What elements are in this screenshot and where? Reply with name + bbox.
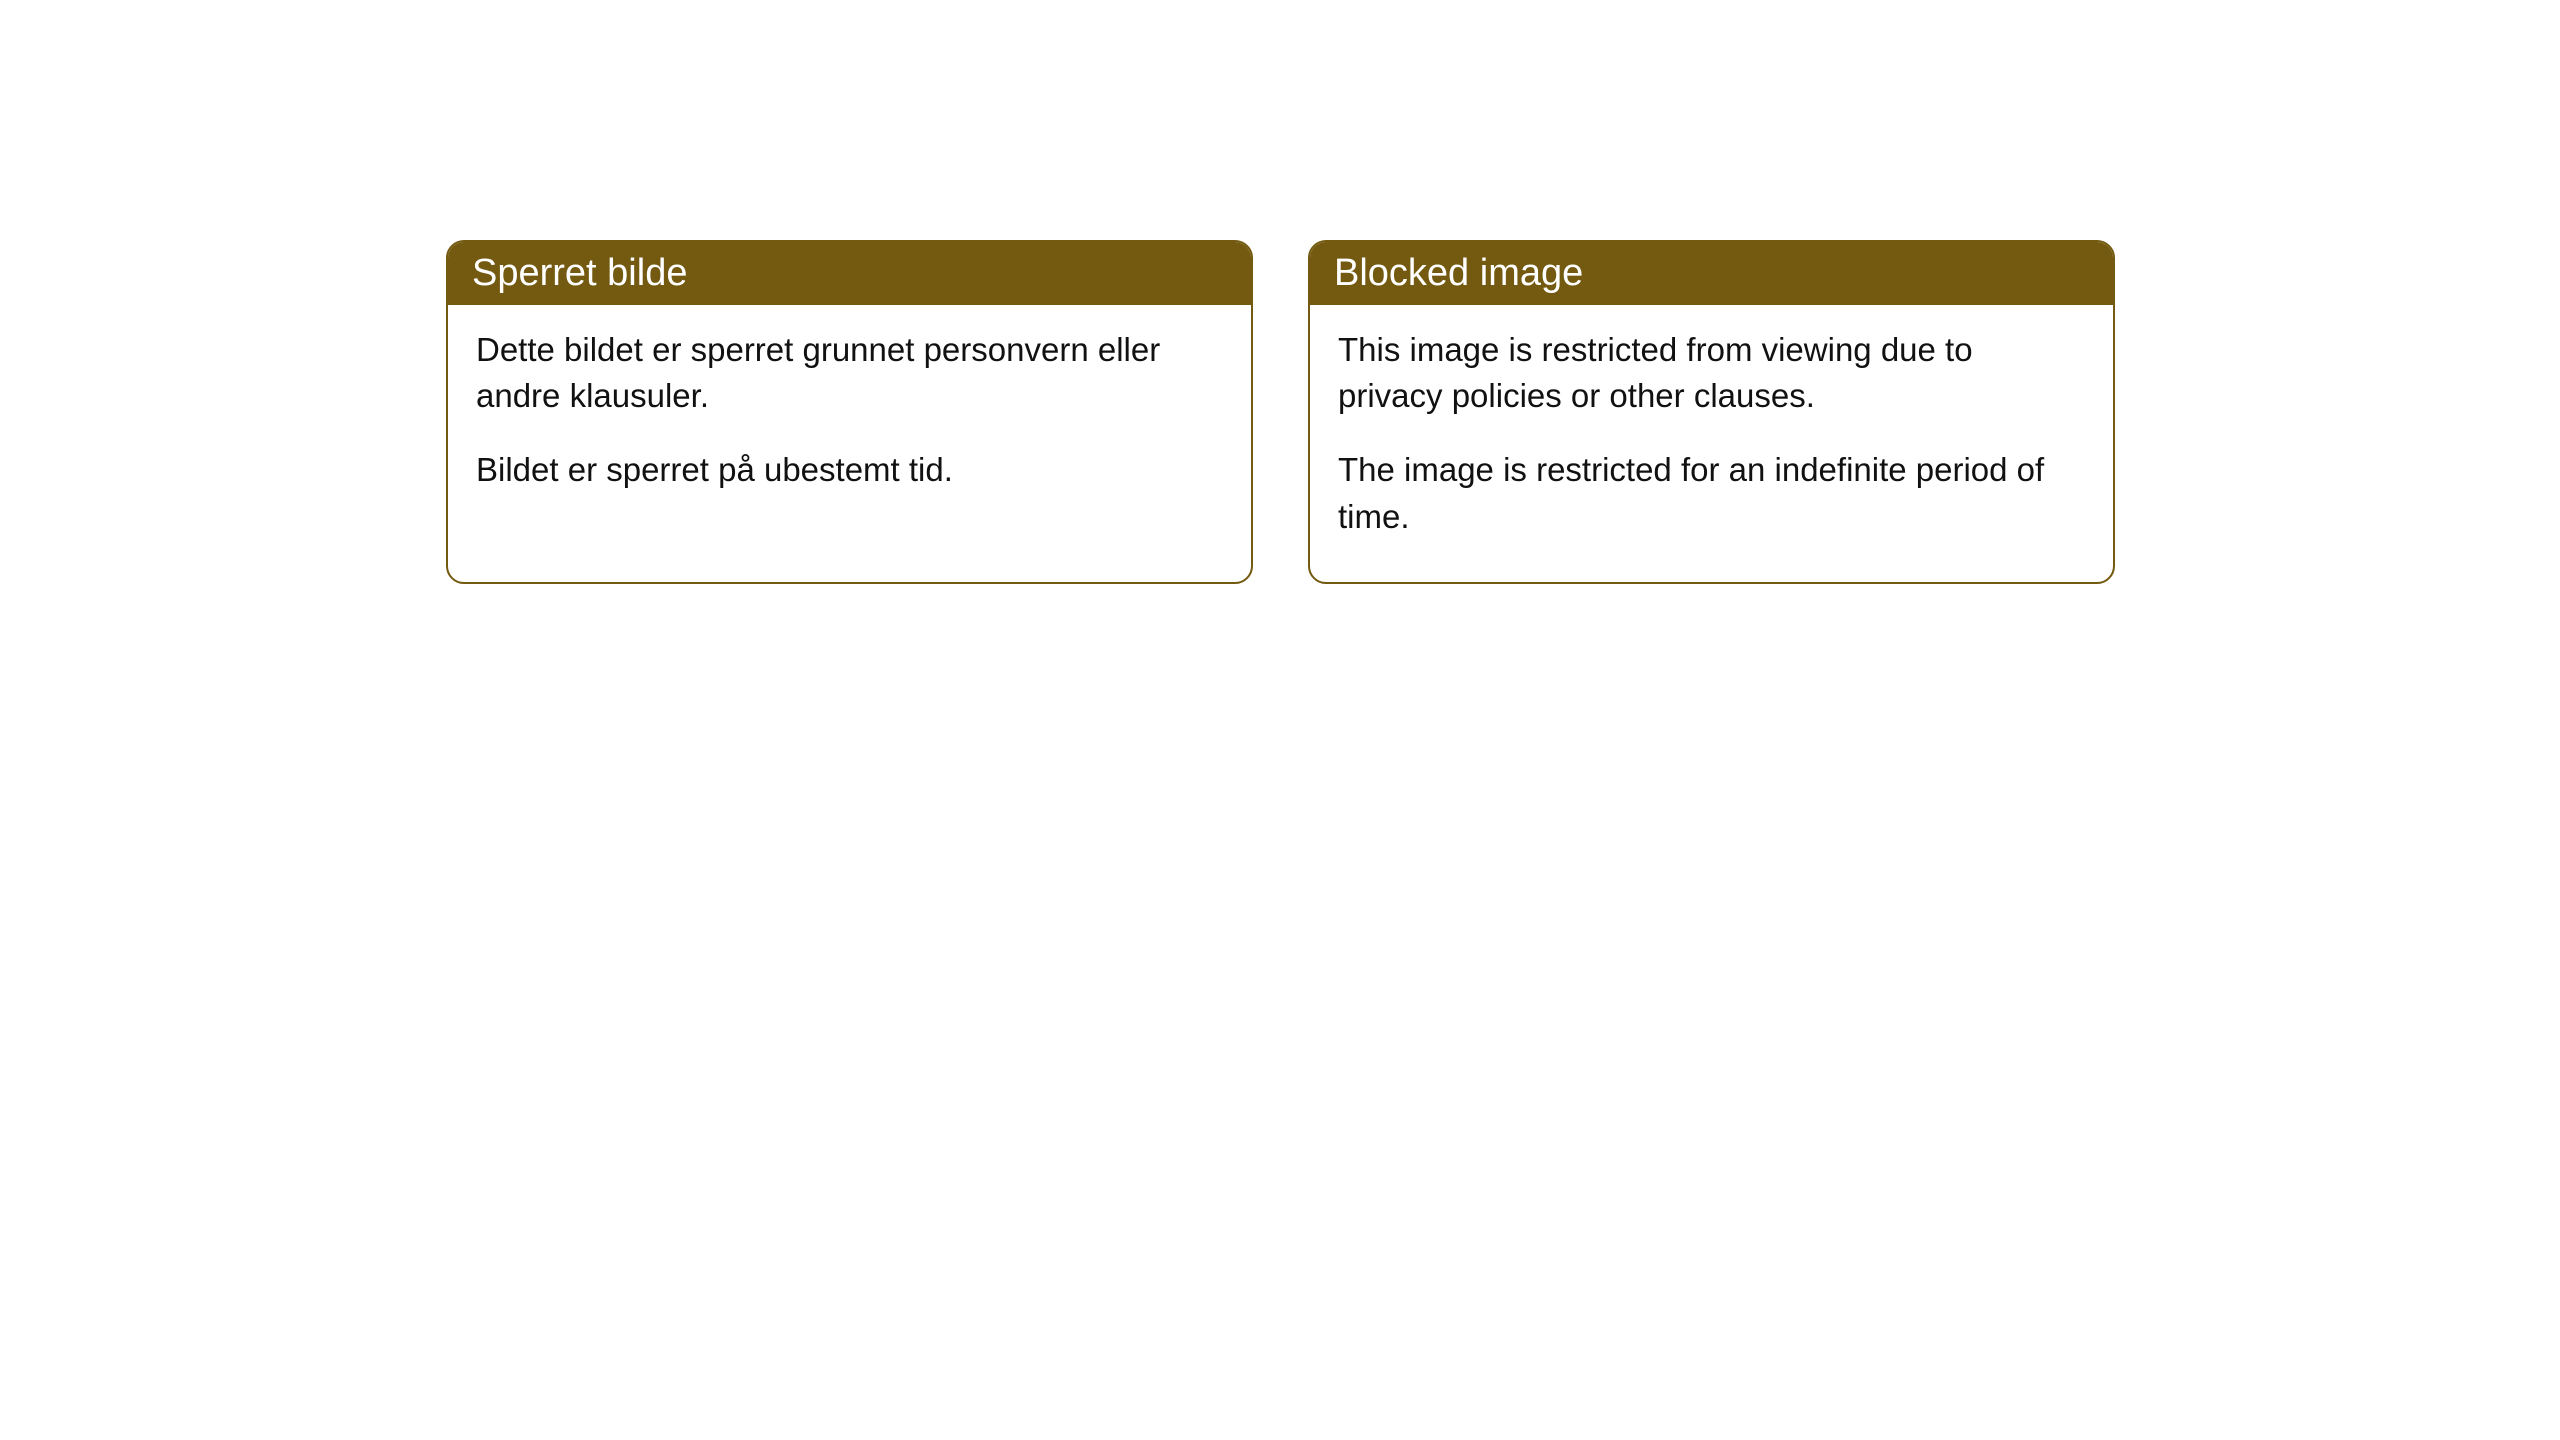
card-paragraph: Bildet er sperret på ubestemt tid.: [476, 447, 1223, 493]
blocked-image-card-no: Sperret bilde Dette bildet er sperret gr…: [446, 240, 1253, 584]
card-paragraph: This image is restricted from viewing du…: [1338, 327, 2085, 419]
blocked-image-card-en: Blocked image This image is restricted f…: [1308, 240, 2115, 584]
card-body: This image is restricted from viewing du…: [1310, 305, 2113, 582]
card-body: Dette bildet er sperret grunnet personve…: [448, 305, 1251, 536]
card-title: Blocked image: [1334, 252, 1583, 294]
card-title: Sperret bilde: [472, 252, 687, 294]
card-header: Sperret bilde: [448, 242, 1251, 305]
card-paragraph: The image is restricted for an indefinit…: [1338, 447, 2085, 539]
card-header: Blocked image: [1310, 242, 2113, 305]
notice-cards-container: Sperret bilde Dette bildet er sperret gr…: [446, 240, 2115, 584]
card-paragraph: Dette bildet er sperret grunnet personve…: [476, 327, 1223, 419]
